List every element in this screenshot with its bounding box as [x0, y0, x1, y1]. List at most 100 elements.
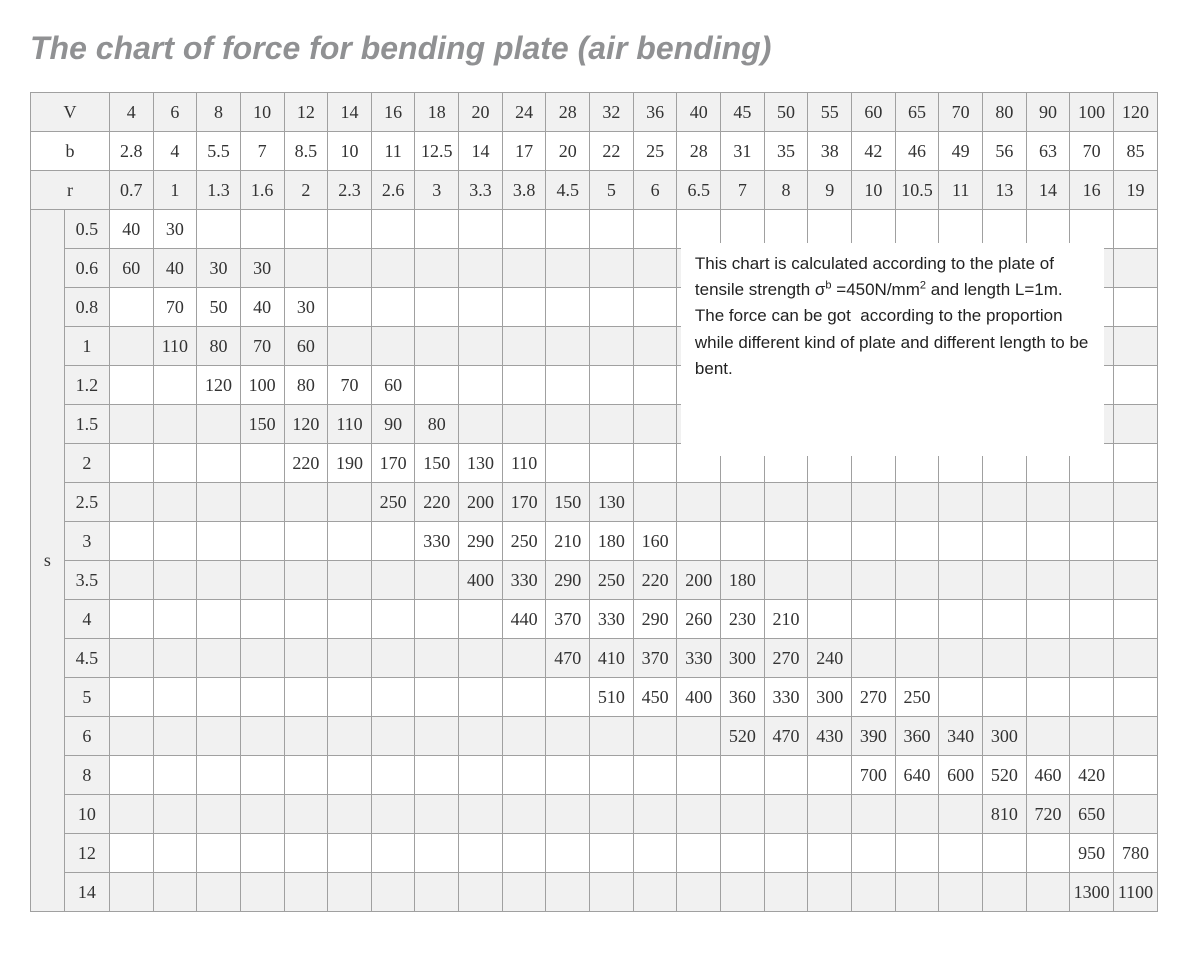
- cell-s1.5-c12: [633, 405, 677, 444]
- cell-s12-c11: [590, 834, 634, 873]
- cell-s10-c19: [939, 795, 983, 834]
- cell-s12-c3: [240, 834, 284, 873]
- cell-s4-c2: [197, 600, 241, 639]
- cell-s3.5-c12: 220: [633, 561, 677, 600]
- r-3: 1.6: [240, 171, 284, 210]
- cell-s1.5-c6: 90: [371, 405, 415, 444]
- r-17: 10: [852, 171, 896, 210]
- cell-s1-c10: [546, 327, 590, 366]
- cell-s5-c10: [546, 678, 590, 717]
- cell-s6-c2: [197, 717, 241, 756]
- r-18: 10.5: [895, 171, 939, 210]
- V-15: 50: [764, 93, 808, 132]
- cell-s2-c2: [197, 444, 241, 483]
- V-12: 36: [633, 93, 677, 132]
- cell-s0.8-c6: [371, 288, 415, 327]
- cell-s4.5-c15: 270: [764, 639, 808, 678]
- b-4: 8.5: [284, 132, 328, 171]
- b-13: 28: [677, 132, 721, 171]
- cell-s0.6-c7: [415, 249, 459, 288]
- cell-s3-c18: [895, 522, 939, 561]
- s-value-1.2: 1.2: [64, 366, 109, 405]
- cell-s14-c16: [808, 873, 852, 912]
- cell-s0.8-c8: [459, 288, 503, 327]
- cell-s4-c7: [415, 600, 459, 639]
- cell-s12-c7: [415, 834, 459, 873]
- cell-s10-c9: [502, 795, 546, 834]
- cell-s4-c10: 370: [546, 600, 590, 639]
- cell-s2.5-c12: [633, 483, 677, 522]
- cell-s1.5-c2: [197, 405, 241, 444]
- s-value-14: 14: [64, 873, 109, 912]
- cell-s1.2-c23: [1113, 366, 1157, 405]
- V-9: 24: [502, 93, 546, 132]
- cell-s8-c22: 420: [1070, 756, 1114, 795]
- cell-s0.5-c12: [633, 210, 677, 249]
- cell-s14-c21: [1026, 873, 1070, 912]
- s-value-1: 1: [64, 327, 109, 366]
- cell-s4-c4: [284, 600, 328, 639]
- cell-s4.5-c22: [1070, 639, 1114, 678]
- s-value-8: 8: [64, 756, 109, 795]
- b-0: 2.8: [109, 132, 153, 171]
- cell-s8-c21: 460: [1026, 756, 1070, 795]
- s-value-0.6: 0.6: [64, 249, 109, 288]
- cell-s3-c5: [328, 522, 372, 561]
- cell-s3.5-c14: 180: [721, 561, 765, 600]
- cell-s6-c14: 520: [721, 717, 765, 756]
- cell-s3-c14: [721, 522, 765, 561]
- cell-s3.5-c19: [939, 561, 983, 600]
- cell-s0.6-c2: 30: [197, 249, 241, 288]
- cell-s8-c5: [328, 756, 372, 795]
- r-6: 2.6: [371, 171, 415, 210]
- cell-s0.5-c9: [502, 210, 546, 249]
- cell-s4.5-c11: 410: [590, 639, 634, 678]
- cell-s2-c5: 190: [328, 444, 372, 483]
- cell-s3.5-c4: [284, 561, 328, 600]
- cell-s0.8-c7: [415, 288, 459, 327]
- cell-s1.5-c1: [153, 405, 197, 444]
- cell-s10-c2: [197, 795, 241, 834]
- cell-s8-c11: [590, 756, 634, 795]
- cell-s8-c13: [677, 756, 721, 795]
- cell-s10-c20: 810: [983, 795, 1027, 834]
- cell-s4-c21: [1026, 600, 1070, 639]
- cell-s0.8-c0: [109, 288, 153, 327]
- cell-s4.5-c2: [197, 639, 241, 678]
- row-label-r: r: [31, 171, 110, 210]
- cell-s5-c5: [328, 678, 372, 717]
- cell-s5-c6: [371, 678, 415, 717]
- cell-s4-c19: [939, 600, 983, 639]
- cell-s0.6-c10: [546, 249, 590, 288]
- cell-s1.2-c3: 100: [240, 366, 284, 405]
- cell-s14-c9: [502, 873, 546, 912]
- cell-s0.8-c3: 40: [240, 288, 284, 327]
- r-5: 2.3: [328, 171, 372, 210]
- cell-s14-c6: [371, 873, 415, 912]
- b-15: 35: [764, 132, 808, 171]
- cell-s1-c2: 80: [197, 327, 241, 366]
- cell-s6-c23: [1113, 717, 1157, 756]
- cell-s6-c3: [240, 717, 284, 756]
- cell-s3-c22: [1070, 522, 1114, 561]
- b-17: 42: [852, 132, 896, 171]
- cell-s2-c0: [109, 444, 153, 483]
- cell-s0.6-c8: [459, 249, 503, 288]
- cell-s2-c1: [153, 444, 197, 483]
- cell-s0.5-c11: [590, 210, 634, 249]
- cell-s1.5-c4: 120: [284, 405, 328, 444]
- cell-s14-c12: [633, 873, 677, 912]
- s-value-3: 3: [64, 522, 109, 561]
- cell-s12-c6: [371, 834, 415, 873]
- cell-s5-c11: 510: [590, 678, 634, 717]
- cell-s0.6-c3: 30: [240, 249, 284, 288]
- cell-s3.5-c18: [895, 561, 939, 600]
- cell-s4.5-c23: [1113, 639, 1157, 678]
- cell-s12-c10: [546, 834, 590, 873]
- r-2: 1.3: [197, 171, 241, 210]
- cell-s14-c13: [677, 873, 721, 912]
- cell-s4-c20: [983, 600, 1027, 639]
- cell-s8-c23: [1113, 756, 1157, 795]
- cell-s0.6-c11: [590, 249, 634, 288]
- cell-s4.5-c6: [371, 639, 415, 678]
